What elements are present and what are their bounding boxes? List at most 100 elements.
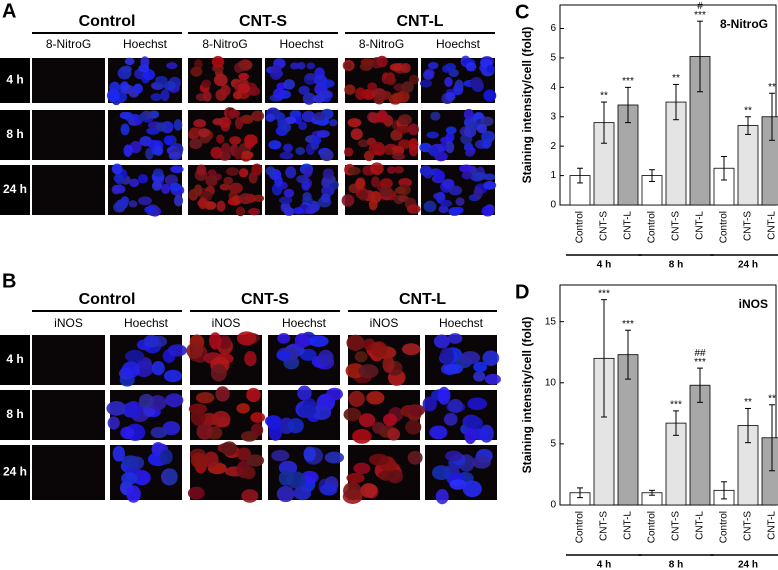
cell	[276, 350, 291, 361]
cell	[311, 405, 332, 421]
significance: ***	[598, 288, 610, 299]
cell	[120, 123, 130, 136]
cell	[313, 112, 326, 121]
cell	[193, 119, 207, 128]
cell	[228, 182, 243, 194]
cell	[344, 147, 354, 157]
cell	[486, 64, 495, 74]
group-header: CNT-L	[396, 13, 443, 30]
cell	[189, 138, 203, 150]
cell	[159, 449, 173, 465]
cell	[246, 387, 261, 403]
cell	[318, 90, 332, 99]
cell	[190, 66, 203, 77]
cell	[408, 123, 419, 136]
stain-header: Hoechst	[124, 316, 169, 330]
cell	[116, 199, 129, 210]
cell	[210, 364, 227, 382]
cell	[445, 91, 456, 101]
group-label: 24 h	[738, 560, 758, 570]
cell	[428, 146, 439, 157]
cell	[371, 141, 385, 152]
cell	[480, 116, 494, 127]
cell	[434, 170, 446, 182]
cell	[406, 204, 421, 214]
panel-letter: D	[515, 281, 529, 303]
cell	[124, 57, 135, 66]
stain-header: Hoechst	[279, 37, 324, 51]
cell	[133, 83, 143, 94]
cell	[293, 486, 312, 501]
cell	[125, 349, 145, 363]
cell	[119, 81, 130, 92]
series-label: iNOS	[739, 297, 768, 311]
series-label: 8-NitroG	[720, 17, 768, 31]
cell	[242, 466, 256, 480]
significance: **	[600, 91, 608, 102]
cell	[277, 333, 291, 344]
significance: ***	[622, 319, 634, 330]
cell	[350, 128, 363, 141]
cell	[447, 333, 463, 344]
bar	[761, 116, 778, 206]
y-tick-label: 2	[550, 141, 556, 152]
cell	[437, 386, 451, 405]
cell	[443, 412, 458, 426]
cell	[143, 69, 155, 81]
cell	[423, 70, 435, 80]
cell	[483, 180, 497, 190]
row-label-bg	[0, 58, 30, 103]
cell	[435, 489, 449, 505]
cell	[248, 208, 260, 216]
cell	[282, 143, 293, 153]
cell	[219, 183, 231, 191]
cell	[348, 390, 365, 407]
stain-header: 8-NitroG	[202, 37, 247, 51]
cell	[250, 412, 266, 423]
cell	[321, 185, 335, 197]
cell	[448, 185, 463, 196]
cell	[452, 206, 464, 214]
significance: ***	[622, 76, 634, 87]
cell	[293, 115, 303, 125]
panel-letter: C	[515, 1, 529, 23]
cell	[407, 450, 423, 465]
cell	[152, 168, 164, 177]
cell	[121, 472, 138, 485]
cell	[427, 61, 439, 70]
y-tick-label: 10	[545, 377, 557, 388]
cell	[481, 130, 496, 143]
cell	[287, 418, 304, 434]
cell	[173, 194, 184, 207]
cell	[368, 198, 378, 211]
cell	[405, 419, 422, 435]
cell	[464, 427, 477, 445]
row-label-bg	[0, 110, 30, 160]
row-label-bg	[0, 390, 30, 440]
group-header: Control	[79, 291, 136, 308]
cell	[462, 480, 482, 498]
x-tick-label: CNT-L	[623, 211, 634, 240]
micrograph	[32, 58, 105, 103]
row-label-bg	[0, 165, 30, 215]
cell	[382, 356, 395, 373]
cell	[444, 76, 453, 88]
cell	[196, 422, 213, 440]
row-label: 24 h	[3, 182, 27, 196]
cell	[236, 403, 250, 414]
cell	[378, 90, 392, 100]
cell	[238, 168, 249, 178]
cell	[123, 144, 133, 157]
cell	[465, 61, 477, 72]
y-tick-label: 15	[545, 316, 557, 327]
cell	[316, 129, 330, 138]
cell	[347, 166, 361, 176]
y-tick-label: 0	[550, 500, 556, 511]
cell	[229, 136, 242, 145]
x-tick-label: CNT-S	[671, 211, 682, 241]
x-tick-label: Control	[647, 211, 658, 243]
cell	[211, 55, 225, 68]
cell	[343, 407, 362, 422]
cell	[235, 206, 246, 217]
cell	[422, 396, 437, 412]
